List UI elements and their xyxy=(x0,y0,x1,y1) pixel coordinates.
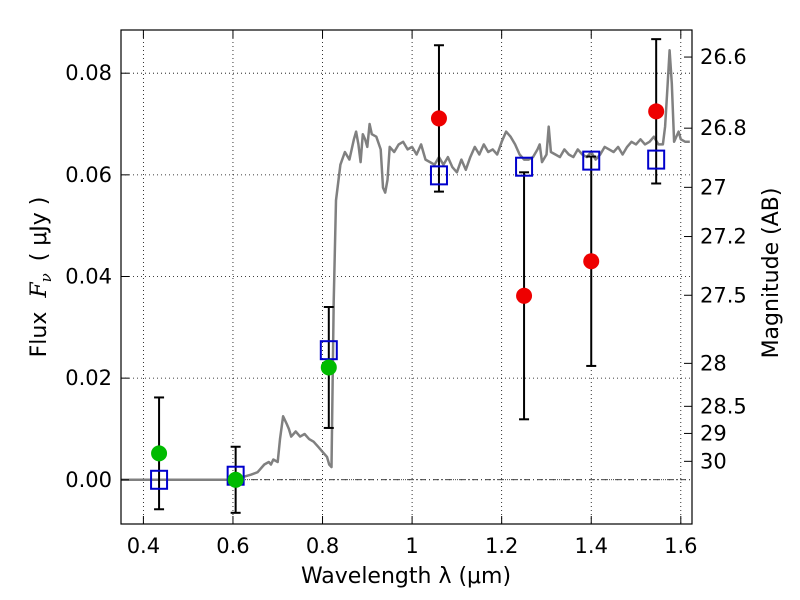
observed-points xyxy=(151,103,665,488)
x-tick-label: 0.8 xyxy=(306,534,339,558)
plot-frame xyxy=(120,29,693,525)
model-photometry-square xyxy=(515,156,534,177)
y2-tick-label: 27 xyxy=(700,175,727,199)
x-axis-label: Wavelength λ (μm) xyxy=(301,564,511,589)
x-tick-label: 1.4 xyxy=(575,534,608,558)
y-tick-label: 0.04 xyxy=(65,264,112,288)
observed-point xyxy=(227,471,244,488)
error-bars xyxy=(154,38,662,514)
x-tick-label: 1.6 xyxy=(664,534,697,558)
x-tick-label: 1.2 xyxy=(485,534,518,558)
model-photometry-square xyxy=(150,469,169,490)
spectrum-line xyxy=(121,49,690,482)
x-tick-label: 0.4 xyxy=(127,534,160,558)
y-tick-label: 0.02 xyxy=(65,366,112,390)
model-photometry-square xyxy=(647,149,666,170)
observed-point xyxy=(648,103,665,120)
y2-axis: 26.6 26.8 27 27.2 27.5 28 28.5 29 30 xyxy=(684,45,747,473)
x-axis: 0.4 0.6 0.8 1 1.2 1.4 1.6 xyxy=(127,30,698,558)
y2-tick-label: 30 xyxy=(700,449,727,473)
y2-tick-label: 27.5 xyxy=(700,283,747,307)
model-photometry-square xyxy=(429,165,448,186)
y-axis-label-word: Flux xyxy=(27,312,52,358)
observed-point xyxy=(320,359,337,376)
x-tick-label: 1 xyxy=(405,534,418,558)
y-tick-label: 0.08 xyxy=(65,61,112,85)
y-axis-label-unit: ( μJy ) xyxy=(27,197,52,262)
observed-point xyxy=(516,287,533,304)
y2-tick-label: 28.5 xyxy=(700,394,747,418)
y-tick-label: 0.00 xyxy=(65,468,112,492)
y-axis-label-subscript: ν xyxy=(37,273,55,282)
y2-tick-label: 26.6 xyxy=(700,45,747,69)
observed-point xyxy=(430,110,447,127)
spectrum-series xyxy=(121,49,690,482)
y-axis-label: Flux Fν ( μJy ) xyxy=(27,197,55,358)
y2-tick-label: 29 xyxy=(700,421,727,445)
grid xyxy=(121,30,692,524)
y2-axis-label: Magnitude (AB) xyxy=(759,188,784,359)
model-photometry-square xyxy=(319,340,338,361)
y2-tick-label: 27.2 xyxy=(700,225,747,249)
x-tick-label: 0.6 xyxy=(216,534,249,558)
model-photometry-series xyxy=(150,149,666,490)
y2-tick-label: 28 xyxy=(700,351,727,375)
y2-tick-label: 26.8 xyxy=(700,116,747,140)
observed-point xyxy=(151,445,168,462)
model-photometry-square xyxy=(582,150,601,171)
y-axis-label-symbol: F xyxy=(27,282,52,299)
observed-point xyxy=(583,253,600,270)
y-axis: 0.00 0.02 0.04 0.06 0.08 xyxy=(65,61,129,492)
y-tick-label: 0.06 xyxy=(65,163,112,187)
